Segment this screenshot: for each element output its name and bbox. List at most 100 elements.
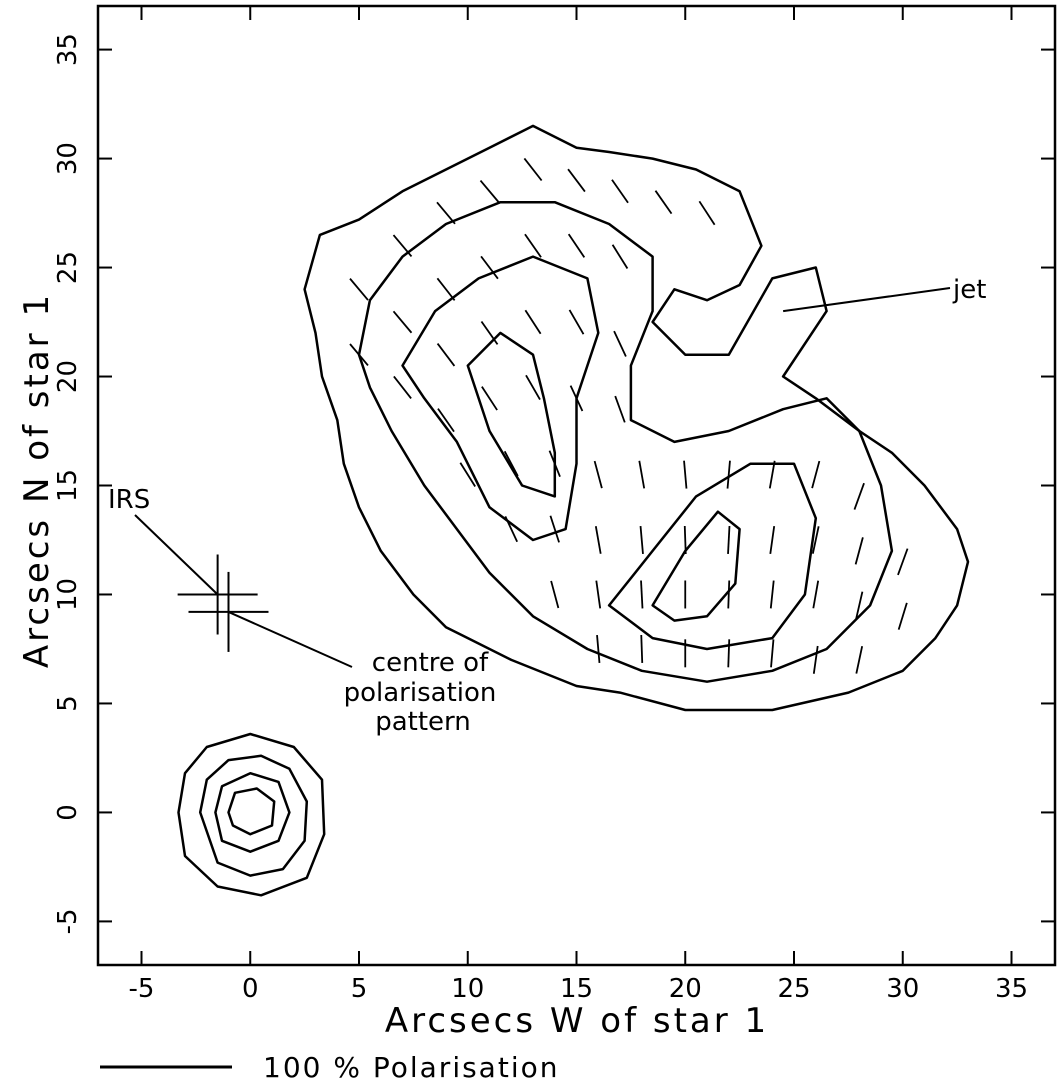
polarisation-vector [769,525,776,554]
polarisation-vector [349,343,369,367]
polarisation-vector [349,278,369,301]
polarisation-vector [524,233,542,258]
polarisation-vector [504,516,518,543]
x-tick-label: 0 [242,974,259,1004]
polarisation-vector [596,634,601,663]
polarisation-vector [811,526,820,554]
polarisation-vector [812,580,820,609]
polarisation-vector [727,525,731,555]
x-tick-label: -5 [129,974,155,1004]
y-axis-label: Arcsecs N of star 1 [17,292,57,668]
scale-bar-label: 100 % Polarisation [263,1051,559,1084]
polarisation-vector [613,330,627,357]
y-tick-label: 35 [53,33,83,66]
polarisation-vector [393,375,412,400]
contour-nebula-level-3 [401,255,600,542]
polarisation-vector [549,515,560,543]
polarisation-vector [436,277,456,301]
x-tick-label: 30 [886,974,919,1004]
axes: -5 0 5 10 15 20 25 30 35 -5 0 5 10 15 20 25 30 35 [53,4,1057,1004]
y-tick-label: 15 [53,469,83,502]
polarisation-vector [654,190,673,215]
x-tick-label: 15 [560,974,593,1004]
contour-nebula-level-2 [357,200,894,683]
polarisation-vector [640,634,644,663]
label-irs: IRS [108,485,150,515]
polarisation-vector [855,591,864,620]
polarisation-vector [595,580,602,609]
annotation-jet: jet [952,275,986,305]
polarisation-vector [550,580,560,609]
contour-star-1-level-2 [198,754,309,877]
x-tick-label: 5 [351,974,368,1004]
x-tick-label: 20 [669,974,702,1004]
polarisation-vector [568,309,585,335]
jet-leader-line [782,287,951,313]
polarisation-vector [459,462,476,487]
polarisation-vector [593,460,603,489]
x-tick-label: 25 [777,974,810,1004]
polarisation-vector [768,460,776,489]
polarisation-vector [611,179,629,204]
polarisation-vector [567,233,586,258]
y-tick-label: 10 [53,578,83,611]
contour-nebula-level-1 [303,124,970,712]
polarisation-vector [683,525,687,555]
polarisation-vector [480,320,499,345]
polarisation-vector [855,645,864,674]
polarisation-vector [614,395,626,423]
polarisation-vector [525,374,541,400]
x-tick-label: 10 [451,974,484,1004]
contour-star-1-level-4 [227,787,276,836]
y-tick-label: 0 [53,804,83,821]
polarisation-vector [769,580,775,609]
polarisation-vector [503,450,519,477]
contour-nebula-level-5 [607,462,818,651]
polarisation-vector [436,343,456,367]
polarisation-vector [437,408,455,433]
x-axis-label: Arcsecs W of star 1 [385,1001,769,1041]
polarisation-vector [726,460,731,489]
x-tick-label: 35 [995,974,1028,1004]
polarisation-vector [392,310,413,334]
centre-leader-line [228,611,353,668]
polarisation-vector [897,602,908,630]
polarisation-vector [640,580,644,609]
plot-frame [96,4,1057,967]
polarisation-vector [639,525,644,555]
polarisation-vector [523,157,543,182]
polarisation-vector [524,309,542,335]
polarisation-vectors [349,157,909,674]
marker-layer [134,287,951,668]
polarisation-vector [392,234,413,258]
polarisation-vector [811,460,821,489]
polarisation-vector [436,201,456,225]
intensity-contours [177,124,970,897]
polarisation-vector [812,645,819,674]
contour-nebula-level-6 [651,510,741,622]
contour-nebula-level-4 [466,331,557,498]
polarisation-vector [854,537,864,565]
y-tick-label: -5 [53,908,83,934]
polarisation-vector [479,179,500,203]
y-tick-label: 25 [53,251,83,284]
polarisation-vector [567,168,586,193]
y-tick-label: 30 [53,142,83,175]
y-tick-label: 5 [53,695,83,712]
polarisation-vector [897,548,909,576]
polarisation-vector [481,386,498,411]
contour-star-1-level-3 [214,771,291,853]
label-centre-line2: polarisation [344,678,497,708]
polarisation-vector [698,200,716,226]
polarisation-vector [727,580,731,609]
polarisation-vector [683,460,688,489]
polarisation-vector [770,639,775,668]
polarisation-vector [569,385,584,412]
polarisation-vector [638,460,646,489]
polarisation-vector [594,526,602,554]
contour-star-1-level-1 [177,732,326,897]
polarisation-vector [548,450,561,478]
label-centre-line3: pattern [375,707,471,737]
label-centre-line1: centre of [372,648,489,678]
